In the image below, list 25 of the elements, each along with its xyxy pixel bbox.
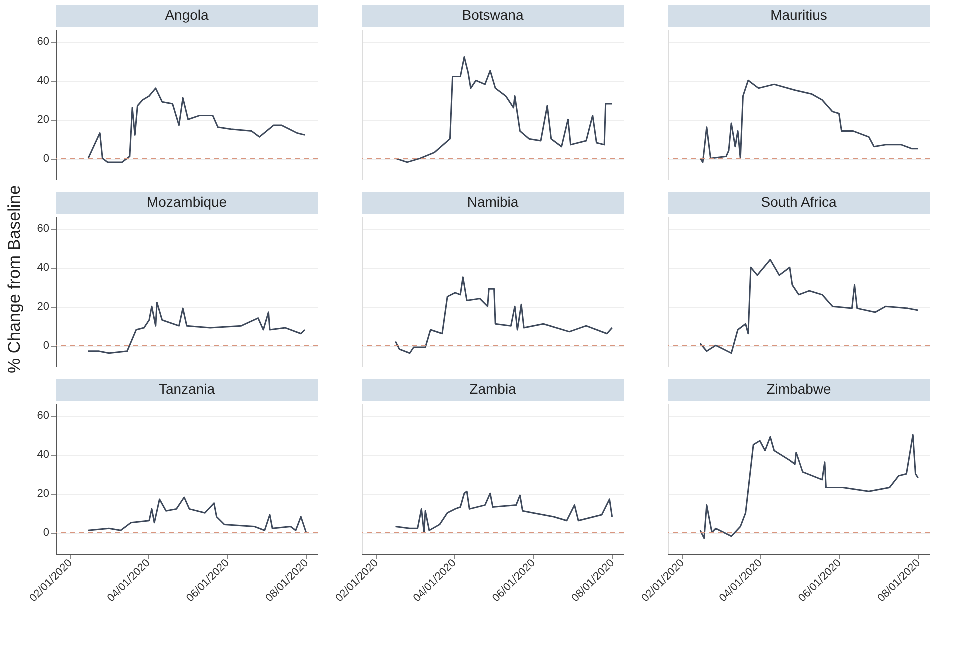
y-tick-label: 60 — [37, 36, 50, 48]
line-series — [88, 88, 306, 164]
y-tick-label: 40 — [37, 449, 50, 462]
chart-title: Zambia — [470, 381, 517, 397]
y-tick-label: 60 — [37, 410, 50, 422]
y-tick-label: 40 — [37, 262, 50, 274]
chart-title: Botswana — [462, 7, 524, 23]
y-axis-title: % Change from Baseline — [5, 185, 24, 374]
y-tick-label: 20 — [37, 301, 50, 314]
y-tick-label: 20 — [37, 488, 50, 500]
line-series — [88, 496, 308, 534]
y-tick-label: 0 — [43, 340, 50, 352]
chart-title: Mauritius — [770, 7, 828, 23]
chart-title: Angola — [165, 7, 210, 23]
y-tick-label: 20 — [37, 114, 50, 126]
chart-title: Tanzania — [158, 381, 216, 397]
chart-title: South Africa — [761, 194, 837, 210]
chart-title: Zimbabwe — [766, 381, 832, 397]
y-tick-label: 0 — [43, 527, 50, 540]
y-tick-label: 60 — [37, 223, 50, 236]
chart-title: Namibia — [467, 194, 519, 210]
line-series — [88, 302, 306, 354]
y-tick-label: 40 — [37, 75, 50, 88]
y-tick-label: 0 — [43, 153, 50, 166]
chart-title: Mozambique — [146, 194, 228, 210]
